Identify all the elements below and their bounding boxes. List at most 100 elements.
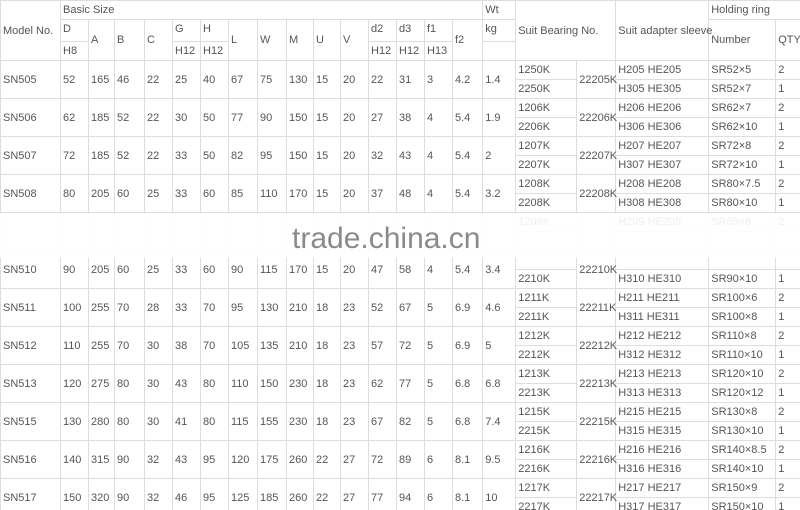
bearing-cell: 2208K xyxy=(515,193,578,213)
table-subrow: 2207K H307 HE307 SR72×10 1 xyxy=(1,155,800,175)
value-cell: 82 xyxy=(228,136,258,175)
sleeve-cell: H215 HE215 xyxy=(615,402,710,422)
value-cell: 115 xyxy=(228,402,258,441)
table-row: SN517 150 320 90 32 46 95 125 185 260 22 27 77 94 6 8.1… xyxy=(0,478,800,510)
bearing-cell: 1211K xyxy=(515,288,578,308)
model-cell: SN511 xyxy=(0,288,61,327)
value-cell: 22 xyxy=(144,60,173,99)
ring-qty-cell: 2 xyxy=(775,326,800,346)
header-suit-sleeve: Suit adapter sleeve xyxy=(615,0,712,61)
ring-number-cell: SR140×10 xyxy=(708,459,777,479)
value-cell: 105 xyxy=(228,326,258,365)
header-tolerance-d: H8 xyxy=(60,41,89,61)
value-cell: 125 xyxy=(228,478,258,510)
value-cell: 20 xyxy=(340,174,369,213)
sleeve-cell: H205 HE205 xyxy=(615,60,710,80)
bearing-cell: 1206K xyxy=(515,98,578,118)
value-cell: 255 xyxy=(88,326,115,365)
header-col-u: U xyxy=(313,19,341,61)
header-col-d: D xyxy=(60,19,89,42)
value-cell: 8.1 xyxy=(451,478,484,510)
bearing-cell: 22212K xyxy=(576,326,617,365)
sleeve-cell: H216 HE216 xyxy=(615,440,710,460)
header-holding-ring: Holding ring xyxy=(708,0,800,20)
sleeve-cell: H211 HE211 xyxy=(615,288,710,308)
value-cell: 3.2 xyxy=(482,174,517,213)
value-cell: 23 xyxy=(340,288,369,327)
ring-number-cell: SR150×10 xyxy=(708,497,777,510)
ring-number-cell: SR90×10 xyxy=(708,269,777,289)
blurred-band xyxy=(0,213,800,258)
value-cell: 90 xyxy=(257,98,287,137)
bearing-cell: 1217K xyxy=(515,478,578,498)
bearing-cell: 1215K xyxy=(515,402,578,422)
value-cell: 22 xyxy=(313,478,341,510)
value-cell: 170 xyxy=(286,174,314,213)
ring-qty-cell: 2 xyxy=(775,136,800,156)
value-cell: 70 xyxy=(114,326,145,365)
value-cell: 185 xyxy=(88,98,115,137)
value-cell: 5.4 xyxy=(451,98,484,137)
ring-number-cell: SR100×8 xyxy=(708,307,777,327)
value-cell: 46 xyxy=(114,60,145,99)
table-row: SN515 130 280 80 30 41 80 115 155 230 18 23 67 82 5 6.8… xyxy=(0,402,800,441)
value-cell: 15 xyxy=(313,174,341,213)
ring-number-cell: SR150×9 xyxy=(708,478,777,498)
value-cell: 4 xyxy=(424,98,453,137)
ring-number-cell: SR110×8 xyxy=(708,326,777,346)
bearing-cell: 1212K xyxy=(515,326,578,346)
value-cell: 80 xyxy=(114,364,145,403)
value-cell: 275 xyxy=(88,364,115,403)
table-row: SN505 52 165 46 22 25 40 67 75 130 15 20 22 31 3 4.2 1.4… xyxy=(0,60,800,99)
value-cell: 33 xyxy=(172,288,201,327)
value-cell: 260 xyxy=(286,478,314,510)
header-kg: kg xyxy=(482,19,517,42)
value-cell: 6.9 xyxy=(451,288,484,327)
bearing-cell: 1207K xyxy=(515,136,578,156)
ring-number-cell: SR120×12 xyxy=(708,383,777,403)
value-cell: 38 xyxy=(172,326,201,365)
header-col-m: M xyxy=(286,19,314,61)
ring-qty-cell: 2 xyxy=(775,288,800,308)
value-cell: 6.8 xyxy=(451,402,484,441)
value-cell: 20 xyxy=(340,98,369,137)
sleeve-cell: H306 HE306 xyxy=(615,117,710,137)
value-cell: 5 xyxy=(482,326,517,365)
sleeve-cell: H315 HE315 xyxy=(615,421,710,441)
value-cell: 185 xyxy=(88,136,115,175)
value-cell: 30 xyxy=(172,98,201,137)
value-cell: 43 xyxy=(172,440,201,479)
value-cell: 9.5 xyxy=(482,440,517,479)
value-cell: 72 xyxy=(368,440,397,479)
bearing-cell: 2211K xyxy=(515,307,578,327)
ring-number-cell: SR130×10 xyxy=(708,421,777,441)
sleeve-cell: H213 HE213 xyxy=(615,364,710,384)
ring-number-cell: SR120×10 xyxy=(708,364,777,384)
header-col-h: H xyxy=(200,19,229,42)
bearing-cell: 2250K xyxy=(515,79,578,99)
sleeve-cell: H313 HE313 xyxy=(615,383,710,403)
value-cell: 22 xyxy=(368,60,397,99)
ring-qty-cell: 1 xyxy=(775,421,800,441)
header-ring-qty: QTY xyxy=(775,19,800,61)
value-cell: 38 xyxy=(396,98,425,137)
value-cell: 60 xyxy=(114,174,145,213)
model-cell: SN506 xyxy=(0,98,61,137)
value-cell: 135 xyxy=(257,326,287,365)
header-col-l: L xyxy=(228,19,258,61)
value-cell: 120 xyxy=(60,364,89,403)
value-cell: 6.8 xyxy=(451,364,484,403)
ring-qty-cell: 1 xyxy=(775,307,800,327)
model-cell: SN508 xyxy=(0,174,61,213)
value-cell: 62 xyxy=(368,364,397,403)
value-cell: 30 xyxy=(144,402,173,441)
value-cell: 32 xyxy=(144,478,173,510)
value-cell: 1.9 xyxy=(482,98,517,137)
value-cell: 82 xyxy=(396,402,425,441)
header-model-no: Model No. xyxy=(0,0,61,61)
model-cell: SN513 xyxy=(0,364,61,403)
model-cell: SN516 xyxy=(0,440,61,479)
table-row: SN513 120 275 80 30 43 80 110 150 230 18 23 62 77 5 6.8… xyxy=(0,364,800,403)
value-cell: 85 xyxy=(228,174,258,213)
sleeve-cell: H308 HE308 xyxy=(615,193,710,213)
